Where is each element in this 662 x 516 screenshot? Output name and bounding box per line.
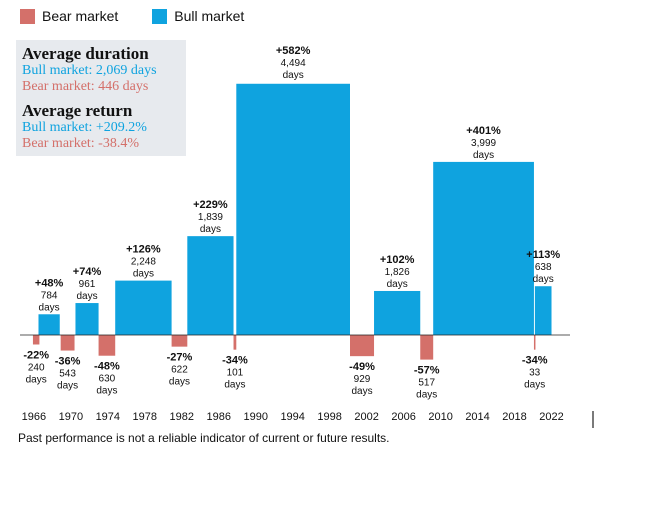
bear-days-unit-3: days: [169, 377, 190, 388]
bull-bar-4: [236, 83, 350, 336]
bear-bar-5: [350, 335, 375, 357]
bull-days-value-2: 2,248: [131, 257, 156, 268]
return-heading: Average return: [22, 101, 133, 120]
bear-days-unit-1: days: [57, 381, 78, 392]
bull-days-value-5: 1,826: [385, 267, 410, 278]
bull-duration: Bull market: 2,069 days: [22, 63, 157, 78]
bull-return-label-1: +74%: [73, 266, 102, 278]
bull-days-value-6: 3,999: [471, 138, 496, 149]
x-tick-label-13: 2018: [502, 411, 526, 423]
bear-return-label-3: -27%: [167, 352, 193, 364]
x-tick-label-4: 1982: [170, 411, 194, 423]
bear-days-unit-7: days: [524, 380, 545, 391]
bars-layer: [32, 83, 552, 360]
legend-item-bull: Bull market: [152, 8, 244, 24]
bull-return-label-5: +102%: [380, 254, 415, 266]
bull-bar-1: [75, 303, 99, 335]
legend-item-bear: Bear market: [20, 8, 118, 24]
bull-days-unit-2: days: [133, 269, 154, 280]
x-tick-label-6: 1990: [243, 411, 267, 423]
bear-return-label-6: -57%: [414, 365, 440, 377]
bull-days-value-3: 1,839: [198, 212, 223, 223]
bull-return: Bull market: +209.2%: [22, 120, 147, 135]
bull-return-label-7: +113%: [526, 249, 560, 261]
bear-days-value-6: 517: [418, 378, 435, 389]
bear-return-label-1: -36%: [55, 356, 81, 368]
bull-return-label-3: +229%: [193, 199, 228, 211]
bull-days-value-1: 961: [79, 279, 96, 290]
bear-days-value-7: 33: [529, 368, 541, 379]
bull-return-label-2: +126%: [126, 244, 161, 256]
bear-days-unit-0: days: [26, 374, 47, 385]
bull-days-unit-4: days: [283, 70, 304, 81]
bear-days-value-3: 622: [171, 365, 188, 376]
bear-duration: Bear market: 446 days: [22, 79, 149, 94]
bull-days-unit-7: days: [533, 274, 554, 285]
duration-heading: Average duration: [22, 44, 149, 63]
bear-days-value-0: 240: [28, 362, 45, 373]
bear-swatch: [20, 8, 35, 24]
bear-days-value-1: 543: [59, 369, 76, 380]
x-tick-label-3: 1978: [133, 411, 157, 423]
bear-days-unit-6: days: [416, 390, 437, 401]
bull-days-unit-3: days: [200, 224, 221, 235]
bull-days-unit-5: days: [387, 279, 408, 290]
x-tick-label-1: 1970: [59, 411, 83, 423]
bear-return-label-2: -48%: [94, 361, 120, 373]
x-tick-label-2: 1974: [96, 411, 120, 423]
bull-return-label-0: +48%: [35, 277, 64, 289]
summary-box: Average duration Bull market: 2,069 days…: [16, 40, 186, 156]
bull-days-value-0: 784: [41, 290, 58, 301]
bull-bar-6: [433, 161, 534, 335]
x-tick-label-10: 2006: [391, 411, 415, 423]
bull-days-value-4: 4,494: [281, 58, 306, 69]
bear-return-label-0: -22%: [23, 349, 49, 361]
labels-layer: +48%784days+74%961days+126%2,248days+229…: [23, 45, 560, 401]
bull-days-unit-6: days: [473, 150, 494, 161]
bear-bar-1: [60, 335, 75, 351]
legend-bull-label: Bull market: [174, 8, 245, 24]
bull-days-unit-1: days: [76, 291, 97, 302]
bear-days-value-5: 929: [354, 374, 371, 385]
bear-bar-2: [98, 335, 116, 356]
bear-days-unit-2: days: [96, 386, 117, 397]
bull-bar-7: [534, 286, 552, 335]
bull-bar-0: [38, 314, 60, 335]
x-tick-label-7: 1994: [280, 411, 304, 423]
bull-bar-5: [374, 290, 421, 335]
bear-return-label-7: -34%: [522, 355, 548, 367]
legend-bear-label: Bear market: [42, 8, 119, 24]
x-tick-label-0: 1966: [22, 411, 46, 423]
bull-days-value-7: 638: [535, 262, 552, 273]
legend: Bear market Bull market: [20, 8, 278, 24]
bear-bar-4: [233, 335, 237, 350]
bear-days-value-2: 630: [99, 374, 116, 385]
bear-bar-3: [171, 335, 188, 347]
bull-bar-2: [115, 280, 172, 335]
x-tick-label-8: 1998: [317, 411, 341, 423]
bear-bar-6: [420, 335, 434, 360]
bear-bar-7: [533, 335, 536, 350]
bear-return-label-5: -49%: [349, 361, 375, 373]
bear-days-unit-4: days: [224, 380, 245, 391]
bull-swatch: [152, 8, 168, 24]
x-axis-ticks: 1966 1970 1974 1978 1982 1986 1990 1994 1998 2002…: [22, 411, 564, 423]
x-tick-label-12: 2014: [465, 411, 489, 423]
bull-bar-3: [187, 236, 234, 335]
bear-return: Bear market: -38.4%: [22, 136, 140, 151]
bear-days-unit-5: days: [351, 386, 372, 397]
bull-days-unit-0: days: [39, 302, 60, 313]
bear-days-value-4: 101: [227, 368, 244, 379]
x-tick-label-5: 1986: [206, 411, 230, 423]
x-tick-label-9: 2002: [354, 411, 378, 423]
x-tick-label-14: 2022: [539, 411, 563, 423]
bull-return-label-6: +401%: [466, 125, 501, 137]
bear-bar-0: [32, 335, 40, 345]
bull-return-label-4: +582%: [276, 45, 311, 57]
footnote: Past performance is not a reliable indic…: [18, 431, 390, 445]
x-tick-label-11: 2010: [428, 411, 452, 423]
bear-return-label-4: -34%: [222, 355, 248, 367]
